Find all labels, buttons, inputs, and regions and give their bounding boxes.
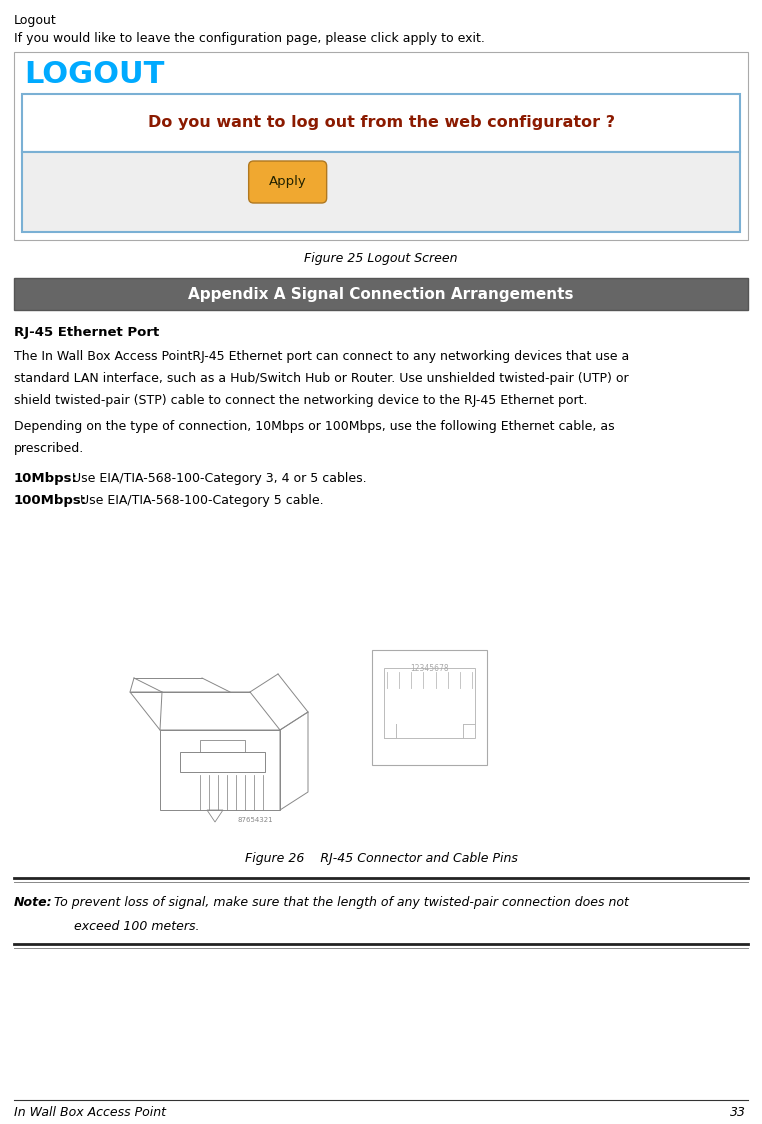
Text: exceed 100 meters.: exceed 100 meters. [74,921,200,933]
Bar [384,668,475,738]
Text: Use EIA/TIA-568-100-Category 3, 4 or 5 cables.: Use EIA/TIA-568-100-Category 3, 4 or 5 c… [68,472,367,484]
Text: Depending on the type of connection, 10Mbps or 100Mbps, use the following Ethern: Depending on the type of connection, 10M… [14,420,615,433]
Text: To prevent loss of signal, make sure that the length of any twisted-pair connect: To prevent loss of signal, make sure tha… [50,896,629,909]
Text: Figure 25 Logout Screen: Figure 25 Logout Screen [304,252,458,265]
Bar [372,650,487,765]
Text: 10Mbps:: 10Mbps: [14,472,78,484]
Text: 87654321: 87654321 [237,817,273,823]
Text: Apply: Apply [269,175,306,189]
Text: 100Mbps:: 100Mbps: [14,495,87,507]
Text: If you would like to leave the configuration page, please click apply to exit.: If you would like to leave the configura… [14,31,485,45]
Text: prescribed.: prescribed. [14,442,85,455]
Text: standard LAN interface, such as a Hub/Switch Hub or Router. Use unshielded twist: standard LAN interface, such as a Hub/Sw… [14,372,629,386]
Text: LOGOUT: LOGOUT [24,60,165,89]
Text: Do you want to log out from the web configurator ?: Do you want to log out from the web conf… [148,116,614,130]
Bar [14,278,748,310]
Text: 12345678: 12345678 [410,664,449,673]
Bar [22,152,740,232]
Text: In Wall Box Access Point: In Wall Box Access Point [14,1106,166,1120]
Text: shield twisted-pair (STP) cable to connect the networking device to the RJ-45 Et: shield twisted-pair (STP) cable to conne… [14,395,588,407]
Text: 33: 33 [730,1106,746,1120]
Text: The In Wall Box Access PointRJ-45 Ethernet port can connect to any networking de: The In Wall Box Access PointRJ-45 Ethern… [14,350,629,363]
Bar [22,94,740,152]
Text: Appendix A Signal Connection Arrangements: Appendix A Signal Connection Arrangement… [188,287,574,301]
Text: Logout: Logout [14,13,56,27]
Bar [14,52,748,241]
Text: RJ-45 Ethernet Port: RJ-45 Ethernet Port [14,326,159,339]
Text: Note:: Note: [14,896,53,909]
Text: Use EIA/TIA-568-100-Category 5 cable.: Use EIA/TIA-568-100-Category 5 cable. [76,495,324,507]
Text: Figure 26    RJ-45 Connector and Cable Pins: Figure 26 RJ-45 Connector and Cable Pins [245,852,517,865]
FancyBboxPatch shape [248,161,327,203]
